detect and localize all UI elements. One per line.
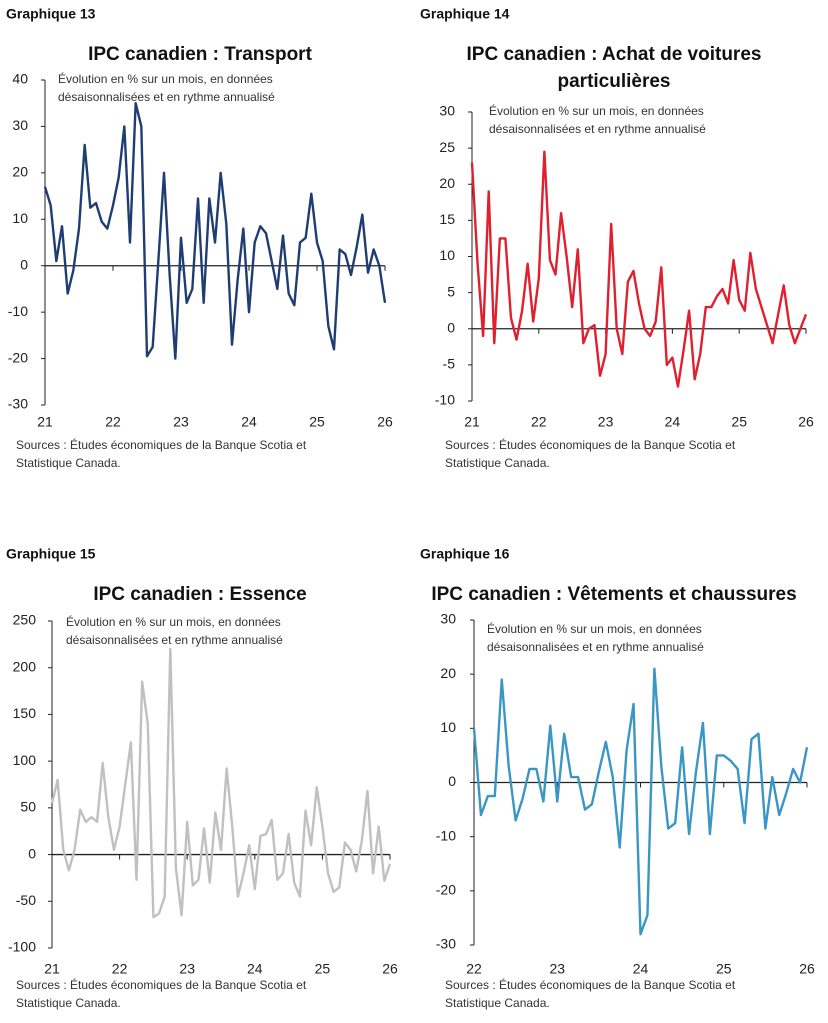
y-tick-label: -30: [8, 396, 28, 412]
y-tick-label: -20: [8, 349, 28, 365]
y-tick-label: -20: [436, 882, 456, 898]
y-tick-label: 0: [28, 845, 36, 861]
x-tick-label: 23: [179, 961, 195, 977]
chart-source: Sources : Études économiques de la Banqu…: [16, 437, 307, 452]
y-tick-label: -5: [443, 356, 456, 372]
chart-subtitle: Évolution en % sur un mois, en données: [58, 71, 273, 86]
chart-source: Sources : Études économiques de la Banqu…: [445, 977, 736, 992]
chart-label: Graphique 15: [6, 546, 96, 562]
chart-source: Statistique Canada.: [445, 456, 550, 470]
y-tick-label: 200: [13, 658, 37, 674]
y-tick-label: 30: [439, 103, 455, 119]
chart-source: Sources : Études économiques de la Banqu…: [16, 977, 307, 992]
x-tick-label: 26: [382, 961, 398, 977]
chart-subtitle: Évolution en % sur un mois, en données: [489, 103, 704, 118]
chart-panel: Graphique 13 IPC canadien : Transport -30 -…: [6, 6, 393, 470]
x-tick-label: 25: [315, 961, 331, 977]
data-line: [50, 647, 392, 919]
chart-title: IPC canadien : Vêtements et chaussures: [431, 584, 796, 605]
chart-title: particulières: [558, 71, 671, 92]
x-tick-label: 21: [44, 961, 60, 977]
chart-label: Graphique 13: [6, 6, 96, 22]
x-tick-label: 23: [173, 414, 189, 430]
chart-subtitle: désaisonnalisées et en rythme annualisé: [58, 90, 275, 104]
data-line: [470, 150, 808, 388]
x-tick-label: 25: [716, 961, 732, 977]
y-tick-label: 30: [12, 117, 28, 133]
x-tick-label: 24: [633, 961, 649, 977]
x-tick-label: 25: [731, 414, 747, 430]
y-tick-label: -10: [8, 303, 28, 319]
chart-subtitle: Évolution en % sur un mois, en données: [487, 621, 702, 636]
y-tick-label: 250: [13, 612, 37, 628]
y-tick-label: 50: [20, 799, 36, 815]
y-tick-label: -50: [16, 892, 36, 908]
y-tick-label: 10: [440, 719, 456, 735]
data-line: [43, 102, 387, 360]
chart-subtitle: désaisonnalisées et en rythme annualisé: [66, 633, 283, 647]
chart-subtitle: désaisonnalisées et en rythme annualisé: [487, 640, 704, 654]
x-tick-label: 21: [464, 414, 480, 430]
chart-title: IPC canadien : Achat de voitures: [467, 44, 762, 65]
y-tick-label: 15: [439, 211, 455, 227]
y-tick-label: 40: [12, 71, 28, 87]
x-tick-label: 22: [531, 414, 547, 430]
y-tick-label: -30: [436, 936, 456, 952]
x-tick-label: 22: [466, 961, 482, 977]
x-tick-label: 26: [798, 414, 814, 430]
y-tick-label: 5: [447, 283, 455, 299]
x-tick-label: 22: [105, 414, 121, 430]
y-tick-label: 100: [13, 752, 37, 768]
chart-label: Graphique 16: [420, 546, 510, 562]
y-tick-label: 10: [12, 210, 28, 226]
x-tick-label: 21: [37, 414, 53, 430]
chart-panel: Graphique 16 IPC canadien : Vêtements et …: [420, 546, 815, 1010]
chart-source: Statistique Canada.: [16, 996, 121, 1010]
x-tick-label: 24: [665, 414, 681, 430]
chart-subtitle: Évolution en % sur un mois, en données: [66, 614, 281, 629]
x-tick-label: 23: [598, 414, 614, 430]
y-tick-label: 25: [439, 139, 455, 155]
chart-subtitle: désaisonnalisées et en rythme annualisé: [489, 122, 706, 136]
data-line: [472, 667, 809, 936]
x-tick-label: 24: [247, 961, 263, 977]
y-tick-label: -100: [8, 939, 36, 955]
x-tick-label: 25: [309, 414, 325, 430]
y-tick-label: 30: [440, 611, 456, 627]
y-tick-label: -10: [435, 392, 455, 408]
chart-panel: Graphique 14 IPC canadien : Achat de voit…: [420, 6, 814, 470]
chart-source: Statistique Canada.: [445, 996, 550, 1010]
x-tick-label: 26: [377, 414, 393, 430]
y-tick-label: -10: [436, 827, 456, 843]
y-tick-label: 0: [447, 319, 455, 335]
y-tick-label: 20: [439, 175, 455, 191]
x-tick-label: 24: [241, 414, 257, 430]
y-tick-label: 0: [448, 773, 456, 789]
y-tick-label: 150: [13, 705, 37, 721]
y-tick-label: 0: [20, 256, 28, 272]
chart-label: Graphique 14: [420, 6, 510, 22]
x-tick-label: 26: [799, 961, 815, 977]
x-tick-label: 22: [112, 961, 128, 977]
chart-panel: Graphique 15 IPC canadien : Essence -100 -5…: [6, 546, 398, 1010]
y-tick-label: 20: [440, 665, 456, 681]
x-tick-label: 23: [549, 961, 565, 977]
y-tick-label: 20: [12, 164, 28, 180]
y-tick-label: 10: [439, 247, 455, 263]
chart-title: IPC canadien : Essence: [93, 584, 306, 605]
chart-source: Sources : Études économiques de la Banqu…: [445, 437, 736, 452]
chart-source: Statistique Canada.: [16, 456, 121, 470]
chart-title: IPC canadien : Transport: [88, 44, 312, 65]
